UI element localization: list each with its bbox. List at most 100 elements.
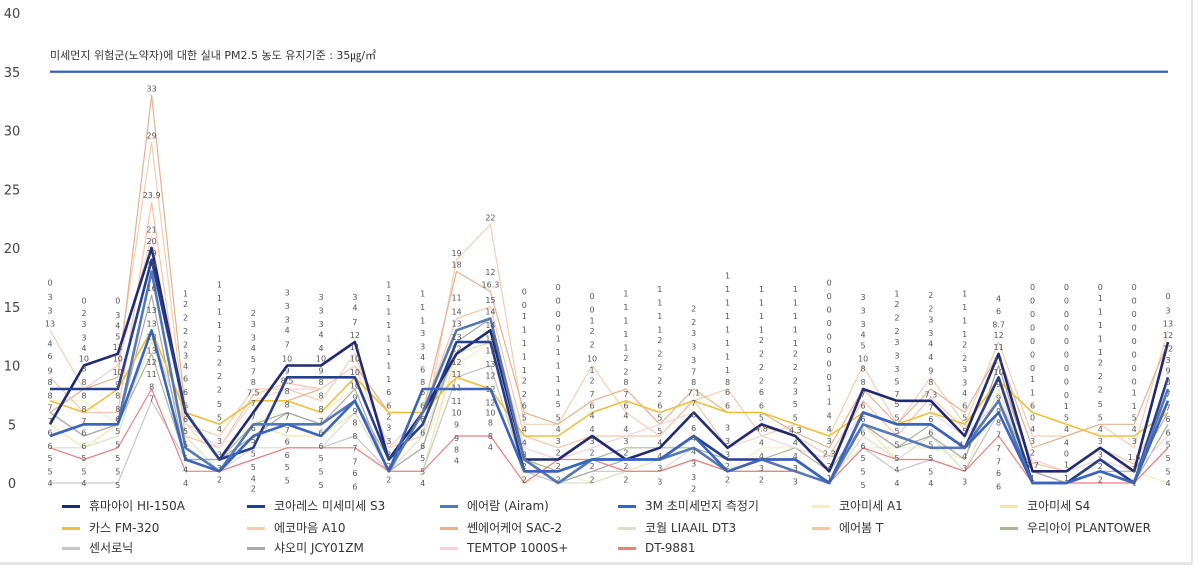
data-label: 1	[793, 298, 798, 307]
data-label: 0	[827, 333, 832, 342]
data-label: 6	[725, 402, 730, 411]
data-label: 0	[1132, 310, 1137, 319]
data-label: 3	[759, 464, 764, 473]
data-label: 4	[928, 479, 933, 488]
data-label: 9	[47, 366, 52, 375]
data-label: 2	[725, 476, 730, 485]
data-label: 2	[928, 291, 933, 300]
y-tick-label: 5	[8, 418, 16, 433]
data-label: 1	[556, 388, 561, 397]
data-label: 3	[962, 477, 967, 486]
data-label: 1	[217, 321, 222, 330]
legend-swatch	[812, 504, 830, 508]
y-tick-label: 15	[4, 301, 21, 316]
legend-label: 에어봄 T	[839, 521, 884, 535]
data-label: 1	[556, 375, 561, 384]
data-label: 4	[894, 479, 899, 488]
data-label: 2	[725, 462, 730, 471]
data-label: 0	[1030, 324, 1035, 333]
data-label: 0	[1064, 391, 1069, 400]
data-label: 5	[115, 427, 120, 436]
data-label: 13	[147, 333, 157, 342]
data-label: 2	[590, 449, 595, 458]
data-label: 3	[657, 464, 662, 473]
data-label: 3	[691, 329, 696, 338]
data-label: 5	[962, 427, 967, 436]
data-label: 4	[454, 457, 459, 466]
data-label: 12	[994, 331, 1004, 340]
data-label: 1	[759, 325, 764, 334]
data-label: 0	[827, 279, 832, 288]
data-label: 6	[1030, 402, 1035, 411]
data-label: 7	[996, 430, 1001, 439]
data-label: 7	[285, 426, 290, 435]
data-label: 3	[1098, 450, 1103, 459]
data-label: 4	[352, 304, 357, 313]
data-label: 23.9	[143, 191, 161, 200]
data-label: 3	[623, 437, 628, 446]
data-label: 7	[251, 399, 256, 408]
data-label: 5	[861, 467, 866, 476]
data-label: 0	[827, 346, 832, 355]
data-label: 5	[928, 454, 933, 463]
data-label: 3	[1165, 356, 1170, 365]
data-label: 1	[590, 366, 595, 375]
data-label: 1	[522, 366, 527, 375]
data-label: 5	[556, 400, 561, 409]
data-label: 2	[386, 462, 391, 471]
data-label: 0	[1132, 337, 1137, 346]
data-label: 3	[691, 356, 696, 365]
data-label: 1	[1098, 334, 1103, 343]
data-label: 8.7	[992, 320, 1005, 329]
data-label: 2	[1098, 386, 1103, 395]
data-label: 2	[1098, 359, 1103, 368]
legend-item: 에어봄 T	[812, 521, 883, 535]
data-label: 4	[81, 479, 86, 488]
data-label: 5	[420, 454, 425, 463]
data-label: 9	[996, 393, 1001, 402]
data-label: 6	[352, 469, 357, 478]
data-label: 4	[251, 475, 256, 484]
data-label: 13	[147, 306, 157, 315]
data-label: 6	[183, 375, 188, 384]
data-label: 5	[81, 454, 86, 463]
series-line	[49, 329, 1169, 437]
data-label: 29	[147, 131, 157, 140]
data-label: 2	[81, 309, 86, 318]
legend-label: 코아미세 S4	[1027, 499, 1091, 513]
data-label: 3	[251, 320, 256, 329]
data-label: 4	[522, 439, 527, 448]
data-label: 4	[522, 425, 527, 434]
data-label: 2	[657, 350, 662, 359]
data-label: 1	[1098, 294, 1103, 303]
data-label: 1	[522, 312, 527, 321]
data-label: 8	[352, 432, 357, 441]
data-label: 4	[115, 322, 120, 331]
data-label: 3	[793, 477, 798, 486]
data-label: 9	[454, 420, 459, 429]
data-label: 1	[623, 343, 628, 352]
data-label: 6	[759, 402, 764, 411]
series-line	[49, 388, 1169, 484]
data-label: 0	[1132, 364, 1137, 373]
data-label: 0	[1030, 283, 1035, 292]
data-label: 6	[420, 429, 425, 438]
data-label: 7	[81, 417, 86, 426]
data-label: 3	[590, 437, 595, 446]
legend-swatch	[247, 504, 265, 508]
legend-item: TEMTOP 1000S+	[440, 541, 568, 555]
legend-item: 센서로닉	[62, 541, 133, 555]
data-label: 2	[623, 449, 628, 458]
data-label: 3	[962, 378, 967, 387]
data-label: 5	[556, 413, 561, 422]
data-label: 7	[352, 318, 357, 327]
data-label: 3	[47, 306, 52, 315]
data-label: 1	[556, 361, 561, 370]
data-label: 4	[623, 412, 628, 421]
data-label: 6	[386, 402, 391, 411]
data-label: 8	[285, 401, 290, 410]
data-label: 5	[759, 413, 764, 422]
data-label: 1	[725, 271, 730, 280]
data-label: 2	[386, 413, 391, 422]
